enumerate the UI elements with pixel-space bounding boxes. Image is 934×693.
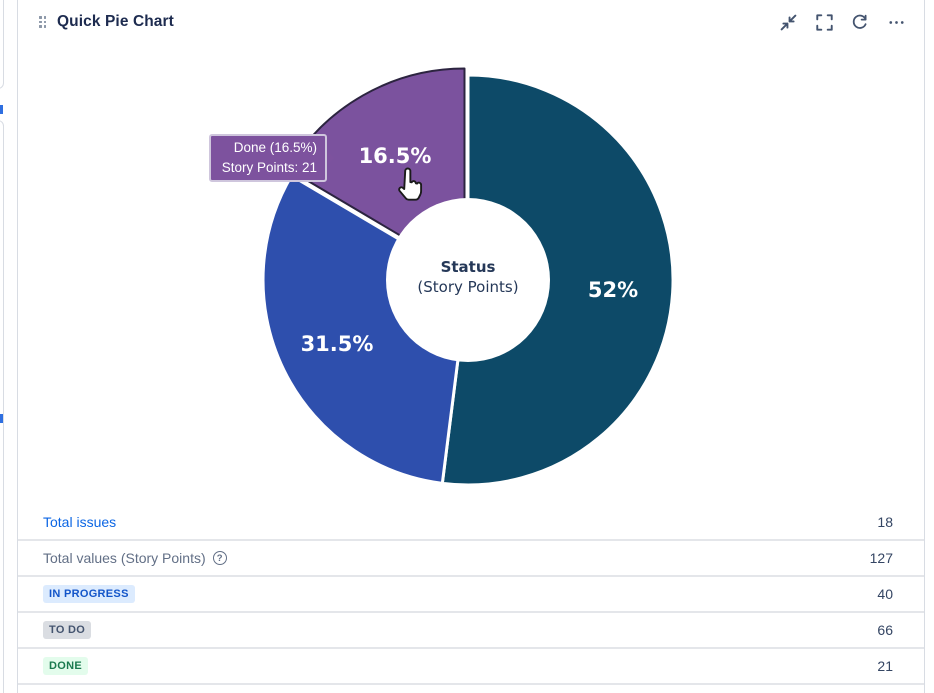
gadget-header: Quick Pie Chart — [18, 0, 924, 44]
total-issues-value: 18 — [877, 514, 893, 530]
tooltip-line1: Done (16.5%) — [233, 140, 317, 155]
collapse-button[interactable] — [778, 12, 798, 32]
chart-center-label: Status (Story Points) — [383, 258, 553, 296]
clipped-link-fragment — [0, 414, 3, 423]
drag-handle-icon[interactable] — [39, 16, 46, 28]
total-issues-link[interactable]: Total issues — [43, 514, 117, 530]
slice-tooltip: Done (16.5%) Story Points: 21 — [209, 134, 334, 183]
table-row-to-do: TO DO 66 — [18, 613, 924, 649]
stats-table: Total issues 18 Total values (Story Poin… — [18, 505, 924, 685]
table-row-total-issues: Total issues 18 — [18, 505, 924, 541]
ellipsis-icon — [888, 20, 904, 24]
status-badge-done: DONE — [43, 657, 88, 675]
pie-slice-todo[interactable] — [440, 73, 675, 487]
done-value: 21 — [877, 658, 893, 674]
total-values-value: 127 — [869, 550, 893, 566]
donut-hole — [386, 198, 550, 362]
pie-chart — [261, 67, 675, 487]
chart-center-title: Status — [440, 257, 496, 276]
in-progress-value: 40 — [877, 586, 893, 602]
table-row-in-progress: IN PROGRESS 40 — [18, 577, 924, 613]
gadget-actions — [778, 12, 906, 32]
slice-label-done: 16.5% — [358, 144, 432, 168]
more-button[interactable] — [886, 12, 906, 32]
status-badge-to-do: TO DO — [43, 621, 92, 639]
table-row-total-values: Total values (Story Points) ? 127 — [18, 541, 924, 577]
collapse-arrows-icon — [780, 14, 796, 30]
refresh-button[interactable] — [850, 12, 870, 32]
table-row-done: DONE 21 — [18, 649, 924, 685]
status-badge-in-progress: IN PROGRESS — [43, 585, 135, 603]
hand-cursor-icon — [398, 167, 423, 201]
refresh-icon — [852, 14, 867, 29]
chart-center-subtitle: (Story Points) — [417, 277, 519, 296]
slice-label-todo: 52% — [587, 278, 639, 302]
fullscreen-button[interactable] — [814, 12, 834, 32]
total-values-label: Total values (Story Points) — [43, 550, 206, 566]
fullscreen-icon — [815, 13, 833, 31]
tooltip-line2: Story Points: 21 — [221, 159, 317, 175]
slice-label-inprogress: 31.5% — [300, 332, 374, 356]
help-icon[interactable]: ? — [212, 551, 227, 565]
to-do-value: 66 — [877, 622, 893, 638]
clipped-link-fragment — [0, 105, 3, 114]
gadget-title: Quick Pie Chart — [57, 13, 174, 30]
